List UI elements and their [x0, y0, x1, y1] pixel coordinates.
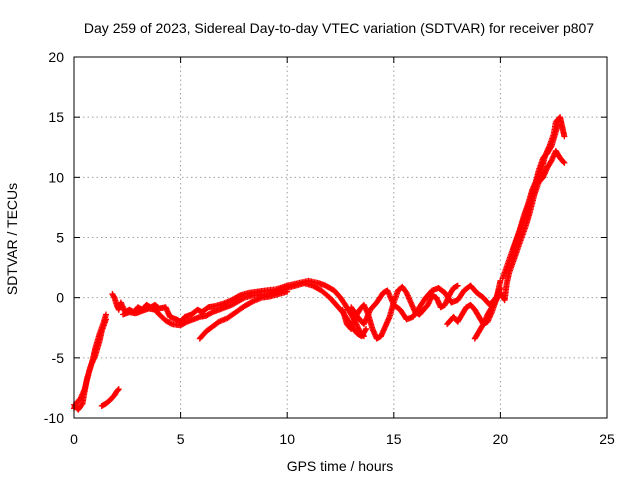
data-point: [115, 386, 122, 393]
y-tick-label: 5: [56, 230, 64, 246]
y-tick-label: 10: [48, 169, 64, 185]
series-track-b: [71, 316, 109, 413]
data-point: [363, 325, 370, 332]
series-track-c: [98, 386, 122, 409]
series-track-j: [471, 147, 568, 342]
x-tick-label: 25: [599, 431, 615, 447]
x-tick-label: 15: [386, 431, 402, 447]
y-tick-label: 15: [48, 109, 64, 125]
y-tick-label: 0: [56, 290, 64, 306]
x-tick-label: 10: [279, 431, 295, 447]
data-point: [284, 288, 291, 295]
series-track-g: [339, 282, 461, 342]
data-point: [102, 316, 109, 323]
data-point: [362, 327, 369, 334]
data-point: [78, 401, 85, 408]
data-point: [454, 282, 461, 289]
series-track-f: [196, 288, 291, 342]
x-tick-label: 20: [493, 431, 509, 447]
data-point: [561, 159, 568, 166]
y-tick-label: -10: [44, 410, 64, 426]
data-markers: [71, 114, 568, 413]
data-point: [167, 320, 174, 327]
x-tick-label: 5: [177, 431, 185, 447]
y-tick-label: 20: [48, 49, 64, 65]
chart-title: Day 259 of 2023, Sidereal Day-to-day VTE…: [84, 20, 594, 36]
y-axis-label: SDTVAR / TECUs: [4, 183, 20, 295]
y-tick-label: -5: [52, 350, 65, 366]
x-tick-label: 0: [70, 431, 78, 447]
axis-ticks: 0 5 10 15 20 25 -10 -5 0 5 10 15 20: [44, 49, 615, 447]
grid-lines: [74, 57, 607, 418]
x-axis-label: GPS time / hours: [287, 458, 394, 474]
data-point: [560, 158, 567, 165]
data-point: [240, 295, 247, 302]
data-point: [554, 121, 561, 128]
data-point: [115, 386, 122, 393]
series-track-l: [510, 121, 561, 253]
data-point: [561, 133, 568, 140]
